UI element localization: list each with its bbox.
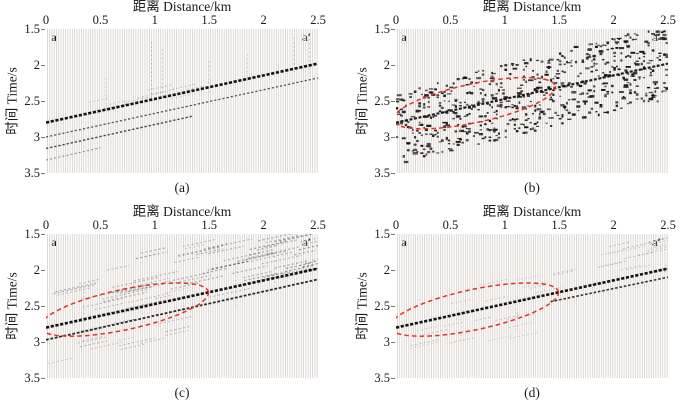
x-tick-label: 0: [392, 218, 400, 232]
x-axis-title: 距离 Distance/km: [132, 0, 232, 14]
x-tick-label: 0.5: [92, 13, 109, 27]
panel-a-plot: [46, 29, 318, 173]
x-tick-label: 1: [151, 218, 158, 232]
x-tick-label: 1: [501, 13, 508, 27]
y-tick-label: 3.5: [24, 166, 40, 180]
x-tick-label: 1.5: [201, 13, 217, 27]
panel-b-plot: [396, 29, 668, 173]
y-tick-mark: [391, 29, 395, 30]
y-tick-label: 2.5: [374, 94, 390, 108]
y-tick-label: 1.5: [374, 227, 390, 241]
y-tick-label: 2: [33, 263, 40, 277]
x-tick-label: 2.5: [660, 13, 676, 27]
y-axis-title: 时间 Time/s: [4, 272, 20, 340]
x-tick-label: 1.5: [551, 218, 567, 232]
panel-caption: (d): [524, 385, 540, 400]
panel-c-plot: [46, 234, 318, 378]
y-tick-label: 2: [33, 58, 40, 72]
x-tick-label: 2.5: [660, 218, 676, 232]
panel-caption: (c): [174, 385, 190, 400]
x-tick-label: 2: [260, 13, 267, 27]
y-tick-mark: [41, 173, 45, 174]
y-tick-label: 1.5: [374, 22, 390, 36]
x-tick-label: 2: [260, 218, 267, 232]
y-tick-label: 3.5: [24, 371, 40, 385]
panel-d-plot: [396, 234, 668, 378]
x-tick-label: 0.5: [442, 13, 459, 27]
y-tick-label: 3: [33, 130, 40, 144]
y-tick-mark: [41, 101, 45, 102]
x-axis-title: 距离 Distance/km: [132, 204, 232, 219]
y-axis-title: 时间 Time/s: [354, 272, 370, 340]
y-axis-title: 时间 Time/s: [4, 67, 20, 135]
y-tick-mark: [41, 29, 45, 30]
y-tick-mark: [391, 234, 395, 235]
y-tick-label: 3: [33, 335, 40, 349]
y-tick-label: 1.5: [24, 227, 40, 241]
y-tick-mark: [391, 270, 395, 271]
y-tick-mark: [41, 270, 45, 271]
x-tick-label: 2.5: [310, 218, 326, 232]
y-tick-label: 2.5: [24, 299, 40, 313]
y-tick-mark: [391, 65, 395, 66]
panel-caption: (b): [524, 180, 540, 195]
y-tick-mark: [391, 137, 395, 138]
y-tick-label: 3: [383, 335, 390, 349]
x-axis-title: 距离 Distance/km: [482, 204, 582, 219]
x-tick-label: 2.5: [310, 13, 326, 27]
y-tick-label: 2: [383, 58, 390, 72]
y-tick-mark: [391, 173, 395, 174]
x-tick-label: 2: [610, 218, 617, 232]
y-tick-mark: [391, 306, 395, 307]
x-tick-label: 0.5: [442, 218, 459, 232]
x-tick-label: 0: [392, 13, 400, 27]
y-tick-mark: [391, 342, 395, 343]
y-tick-label: 3.5: [374, 166, 390, 180]
y-tick-mark: [41, 65, 45, 66]
x-tick-label: 2: [610, 13, 617, 27]
y-tick-mark: [391, 101, 395, 102]
y-tick-mark: [41, 306, 45, 307]
x-axis-title: 距离 Distance/km: [482, 0, 582, 14]
y-tick-label: 2.5: [24, 94, 40, 108]
y-tick-mark: [391, 378, 395, 379]
x-tick-label: 1.5: [551, 13, 567, 27]
y-axis-title: 时间 Time/s: [354, 67, 370, 135]
x-tick-label: 0: [42, 218, 50, 232]
y-tick-label: 1.5: [24, 22, 40, 36]
x-tick-label: 0.5: [92, 218, 109, 232]
x-tick-label: 0: [42, 13, 50, 27]
y-tick-mark: [41, 137, 45, 138]
y-tick-label: 2.5: [374, 299, 390, 313]
y-tick-mark: [41, 234, 45, 235]
y-tick-label: 3: [383, 130, 390, 144]
x-tick-label: 1.5: [201, 218, 217, 232]
y-tick-mark: [41, 342, 45, 343]
y-tick-label: 3.5: [374, 371, 390, 385]
y-tick-label: 2: [383, 263, 390, 277]
y-tick-mark: [41, 378, 45, 379]
panel-caption: (a): [174, 180, 190, 195]
x-tick-label: 1: [501, 218, 508, 232]
x-tick-label: 1: [151, 13, 158, 27]
